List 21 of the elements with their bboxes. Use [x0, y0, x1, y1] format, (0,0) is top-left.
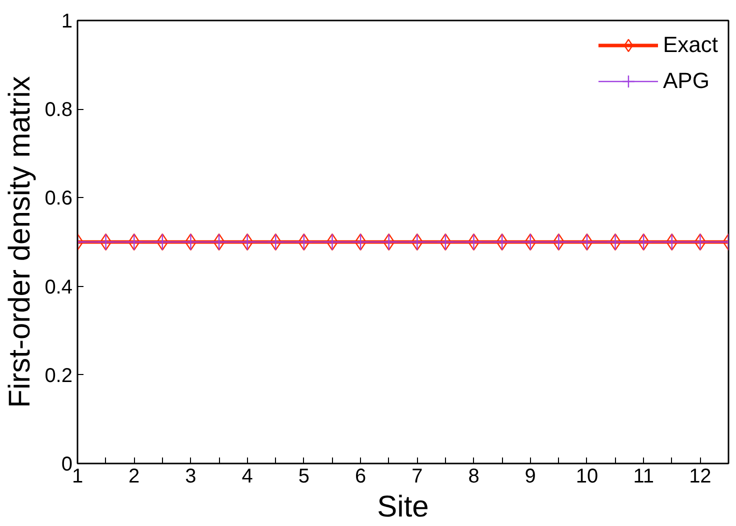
y-tick-label: 0.8 [44, 99, 73, 122]
x-tick-label: 8 [468, 466, 480, 488]
y-axis-title: First-order density matrix [4, 76, 37, 408]
y-tick-label: 1 [61, 10, 72, 32]
x-tick-label: 12 [689, 466, 712, 488]
y-tick-label: 0.6 [44, 188, 73, 210]
x-tick-label: 6 [354, 466, 366, 488]
legend-label: APG [662, 68, 710, 94]
x-tick-label: 10 [576, 466, 598, 488]
x-tick-label: 2 [128, 466, 140, 488]
y-tick-label: 0.4 [44, 276, 73, 298]
x-axis-title: Site [377, 490, 429, 524]
x-tick-label: 3 [185, 466, 196, 488]
x-tick-label: 11 [633, 466, 654, 488]
x-tick-label: 4 [242, 466, 253, 488]
x-tick-label: 9 [524, 466, 536, 488]
x-tick-label: 5 [298, 466, 310, 488]
legend-label: Exact [662, 32, 718, 58]
x-tick-label: 7 [412, 466, 423, 488]
y-tick-label: 0 [61, 454, 72, 476]
y-tick-label: 0.2 [44, 364, 73, 387]
